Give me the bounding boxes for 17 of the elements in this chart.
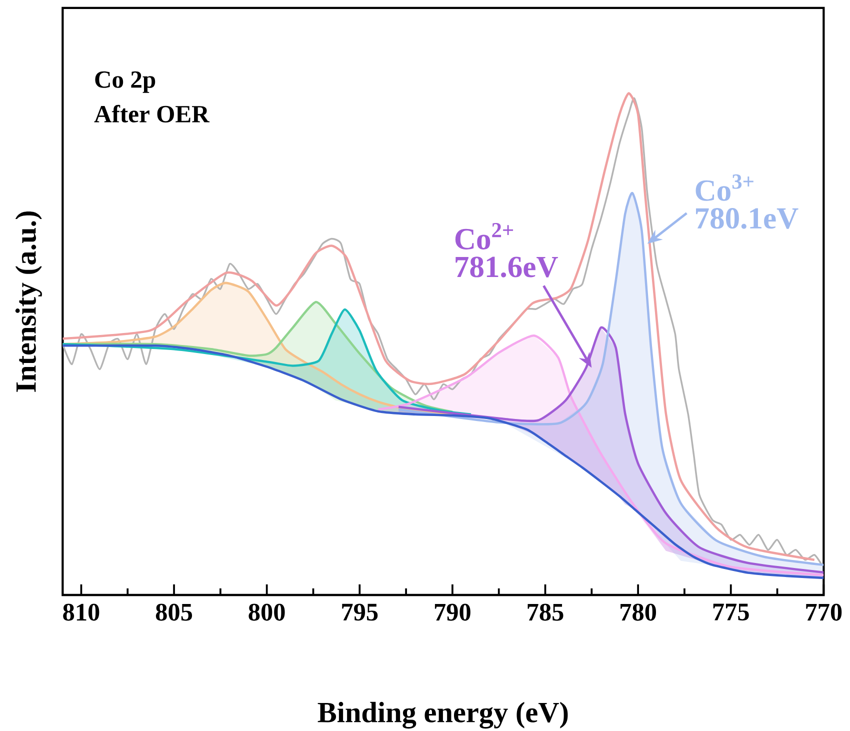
x-tick-label: 770 bbox=[806, 604, 842, 621]
x-tick-label: 805 bbox=[156, 604, 192, 621]
y-axis-title: Intensity (a.u.) bbox=[15, 211, 42, 392]
annotation: 781.6eV bbox=[456, 256, 558, 278]
x-tick-label: 775 bbox=[713, 604, 749, 620]
x-tick-label: 780 bbox=[620, 604, 656, 621]
series-label: Co$^{3+}$ bbox=[696, 174, 754, 201]
x-tick-label: 785 bbox=[528, 604, 564, 621]
x-axis-title: Binding energy (eV) bbox=[318, 702, 568, 729]
chart-title: Co 2p bbox=[95, 71, 156, 93]
text: Co$^{2+}$ bbox=[455, 223, 514, 250]
x-tick-label: 800 bbox=[248, 604, 285, 621]
annotation: 780.1eV bbox=[696, 208, 798, 229]
x-tick-label: 810 bbox=[63, 604, 100, 621]
chart-subtitle: After OER bbox=[94, 104, 210, 122]
x-tick-label: 790 bbox=[434, 604, 470, 621]
x-tick-label: 795 bbox=[342, 604, 378, 621]
